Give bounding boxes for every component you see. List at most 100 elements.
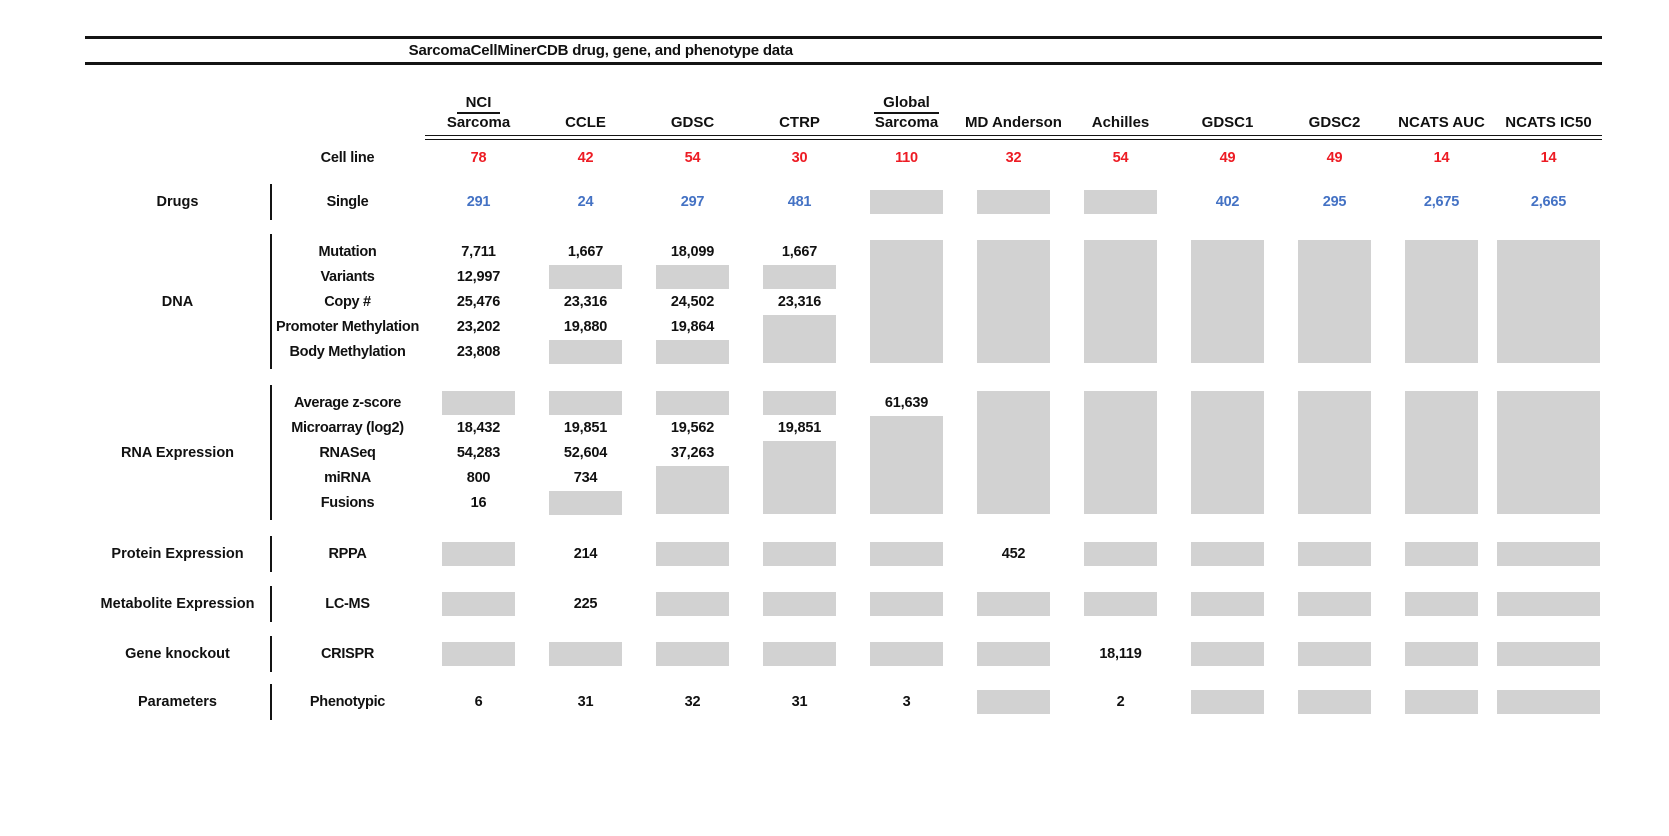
column-header-md_anderson: MD Anderson — [960, 92, 1067, 135]
data-cell: 214 — [573, 546, 598, 562]
no-data-box-wrap — [853, 189, 960, 215]
no-data-box — [1497, 391, 1600, 514]
no-data-box-wrap — [1067, 541, 1174, 567]
data-cell: 19,864 — [670, 318, 715, 335]
no-data-box — [763, 441, 836, 514]
no-data-box-wrap — [1388, 390, 1495, 515]
no-data-box-wrap — [1495, 591, 1602, 617]
data-cell: 52,604 — [563, 444, 608, 461]
row-label: CRISPR — [321, 646, 374, 662]
section-divider — [270, 536, 272, 572]
no-data-box-wrap — [1174, 390, 1281, 515]
no-data-box — [1191, 642, 1264, 666]
column-header-label: Sarcoma — [874, 114, 939, 131]
no-data-box-wrap — [746, 591, 853, 617]
column-header-label: NCATS AUC — [1398, 114, 1485, 131]
no-data-box-wrap — [960, 689, 1067, 715]
no-data-box-wrap — [746, 390, 853, 415]
column-header-ncats_auc: NCATS AUC — [1388, 92, 1495, 135]
no-data-box-wrap — [746, 541, 853, 567]
data-cell: 24 — [577, 194, 594, 210]
group-label: DNA — [161, 293, 194, 310]
no-data-box — [656, 466, 729, 514]
cell-line-label: Cell line — [320, 150, 375, 166]
data-cell: 2,675 — [1423, 194, 1460, 210]
section-divider — [270, 184, 272, 220]
data-cell: 19,851 — [563, 419, 608, 436]
no-data-box — [1497, 542, 1600, 566]
no-data-box — [977, 642, 1050, 666]
no-data-box — [549, 390, 622, 415]
data-cell: 24,502 — [670, 293, 715, 310]
no-data-box — [1405, 240, 1478, 363]
no-data-box-wrap — [1281, 239, 1388, 364]
no-data-box — [656, 264, 729, 289]
column-header-top-line: NCI — [425, 92, 532, 114]
no-data-box-wrap — [1495, 689, 1602, 715]
cell-line-count: 14 — [1540, 150, 1557, 166]
no-data-box-wrap — [532, 641, 639, 667]
no-data-box — [442, 542, 515, 566]
no-data-box-wrap — [853, 641, 960, 667]
cell-line-count: 49 — [1326, 150, 1343, 166]
no-data-box — [1405, 642, 1478, 666]
no-data-box-wrap — [639, 541, 746, 567]
cell-line-count: 110 — [895, 150, 918, 166]
section-divider — [270, 385, 272, 520]
no-data-box-wrap — [425, 541, 532, 567]
header-double-rule — [425, 135, 1602, 140]
no-data-box-wrap — [1281, 390, 1388, 515]
data-cell: 18,099 — [670, 243, 715, 260]
row-label: Mutation — [318, 243, 377, 260]
no-data-box — [1298, 642, 1371, 666]
column-header-label: MD Anderson — [965, 114, 1062, 131]
data-cell: 3 — [902, 694, 911, 710]
no-data-box — [763, 592, 836, 616]
cell-line-count: 78 — [470, 150, 487, 166]
cell-line-count: 54 — [1112, 150, 1129, 166]
no-data-box-wrap — [960, 189, 1067, 215]
column-header-gdsc1: GDSC1 — [1174, 92, 1281, 135]
data-cell: 402 — [1215, 194, 1240, 210]
data-cell: 1,667 — [567, 243, 604, 260]
no-data-box-wrap — [532, 264, 639, 289]
cell-line-count: 42 — [577, 150, 594, 166]
no-data-box — [1298, 240, 1371, 363]
column-header-gdsc2: GDSC2 — [1281, 92, 1388, 135]
data-cell: 31 — [791, 694, 808, 710]
group-label: Protein Expression — [111, 546, 244, 562]
column-header-label: Sarcoma — [446, 114, 511, 131]
no-data-box-wrap — [639, 641, 746, 667]
no-data-box-wrap — [639, 390, 746, 415]
no-data-box-wrap — [1388, 239, 1495, 364]
data-cell: 452 — [1001, 546, 1026, 562]
data-cell: 12,997 — [456, 268, 501, 285]
column-header-label: CCLE — [565, 114, 606, 131]
no-data-box — [763, 542, 836, 566]
no-data-box — [1084, 391, 1157, 514]
column-header-global_sarcoma: Global Sarcoma — [853, 92, 960, 135]
group-label: Drugs — [156, 194, 199, 210]
no-data-box — [977, 190, 1050, 214]
no-data-box — [656, 339, 729, 364]
section-divider — [270, 684, 272, 720]
data-cell: 19,851 — [777, 419, 822, 436]
title-bottom-rule — [85, 62, 1602, 65]
section-protein-expression: Protein Expression RPPA 214 452 — [85, 536, 1602, 572]
no-data-box-wrap — [1067, 390, 1174, 515]
sections-container: Drugs Single 291 24 297 481 402 295 2,675 2,665 DN… — [85, 184, 1602, 720]
no-data-box — [1191, 542, 1264, 566]
no-data-box-wrap — [425, 641, 532, 667]
data-cell: 2,665 — [1530, 194, 1567, 210]
no-data-box — [442, 390, 515, 415]
section-divider — [270, 636, 272, 672]
no-data-box — [1298, 542, 1371, 566]
section-divider — [270, 586, 272, 622]
data-cell: 23,808 — [456, 343, 501, 360]
column-header-label: CTRP — [779, 114, 820, 131]
figure: SarcomaCellMinerCDB drug, gene, and phen… — [85, 36, 1602, 720]
no-data-box — [870, 190, 943, 214]
column-header-ncats_ic50: NCATS IC50 — [1495, 92, 1602, 135]
no-data-box-wrap — [425, 591, 532, 617]
data-cell: 295 — [1322, 194, 1347, 210]
